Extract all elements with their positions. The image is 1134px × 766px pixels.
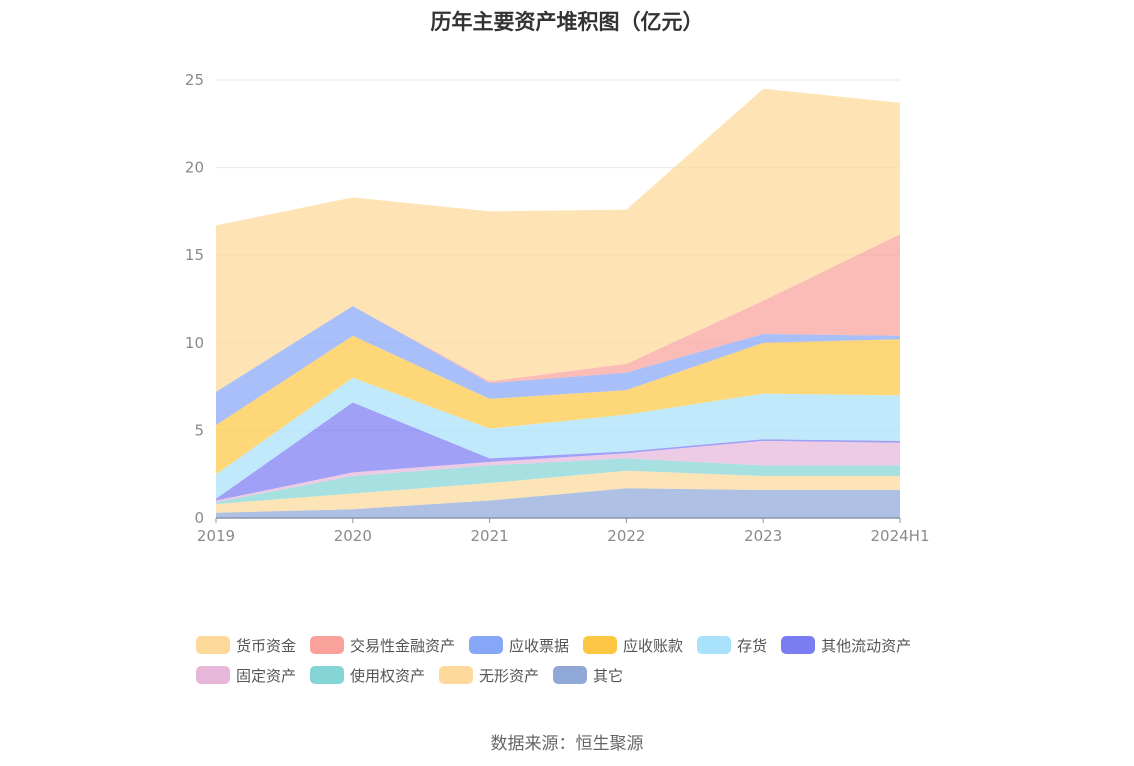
- x-tick-label: 2021: [471, 527, 509, 545]
- legend-label: 交易性金融资产: [350, 636, 456, 655]
- legend-swatch: [196, 666, 230, 684]
- legend-label: 应收账款: [623, 636, 684, 655]
- y-tick-label: 15: [185, 246, 204, 264]
- legend-item[interactable]: 使用权资产: [310, 665, 425, 686]
- legend-label: 固定资产: [236, 666, 297, 685]
- legend: 货币资金 交易性金融资产 应收票据 应收账款 存货 其他流动资产 固定资产 使用权资产 无形资…: [196, 630, 956, 690]
- legend-label: 其它: [593, 666, 624, 685]
- x-tick-label: 2019: [197, 527, 235, 545]
- area-存货: [216, 377, 900, 499]
- legend-swatch: [196, 636, 230, 654]
- legend-label: 货币资金: [236, 636, 297, 655]
- legend-item[interactable]: 固定资产: [196, 665, 296, 686]
- area-应收票据: [216, 306, 900, 426]
- legend-item[interactable]: 应收账款: [583, 635, 683, 656]
- legend-item[interactable]: 货币资金: [196, 635, 296, 656]
- legend-item[interactable]: 存货: [697, 635, 767, 656]
- area-交易性金融资产: [216, 234, 900, 392]
- legend-swatch: [697, 636, 732, 654]
- area-货币资金: [216, 88, 900, 392]
- y-tick-label: 0: [194, 509, 204, 527]
- data-source: 数据来源：恒生聚源: [490, 734, 644, 754]
- area-使用权资产: [216, 458, 900, 504]
- x-tick-label: 2020: [334, 527, 372, 545]
- area-无形资产: [216, 470, 900, 513]
- legend-swatch: [310, 636, 345, 654]
- y-tick-label: 25: [185, 71, 204, 89]
- legend-label: 使用权资产: [350, 666, 426, 685]
- legend-label: 存货: [737, 636, 768, 655]
- area-其它: [216, 488, 900, 518]
- y-tick-label: 20: [185, 159, 204, 177]
- legend-swatch: [583, 636, 618, 654]
- chart-title: 历年主要资产堆积图（亿元）: [430, 10, 704, 34]
- legend-item[interactable]: 应收票据: [469, 635, 569, 656]
- area-其他流动资产: [216, 402, 900, 501]
- x-tick-label: 2023: [744, 527, 782, 545]
- y-tick-label: 5: [194, 421, 204, 439]
- legend-swatch: [781, 636, 816, 654]
- legend-swatch: [553, 666, 588, 684]
- x-tick-label: 2024H1: [871, 527, 930, 545]
- legend-label: 其他流动资产: [821, 636, 912, 655]
- stacked-area-chart: 0 5 10 15 20 25 2019 2020 2021 2022 2023 2024H1: [185, 71, 930, 545]
- legend-item[interactable]: 无形资产: [439, 665, 539, 686]
- legend-swatch: [439, 666, 474, 684]
- y-tick-label: 10: [185, 334, 204, 352]
- area-series: [216, 88, 900, 518]
- area-固定资产: [216, 440, 900, 503]
- legend-item[interactable]: 交易性金融资产: [310, 635, 455, 656]
- legend-swatch: [310, 666, 345, 684]
- legend-row: 货币资金 交易性金融资产 应收票据 应收账款 存货 其他流动资产: [196, 630, 956, 660]
- legend-swatch: [469, 636, 504, 654]
- x-tick-label: 2022: [607, 527, 645, 545]
- legend-label: 应收票据: [509, 636, 570, 655]
- area-应收账款: [216, 335, 900, 475]
- legend-row: 固定资产 使用权资产 无形资产 其它: [196, 660, 956, 690]
- legend-item[interactable]: 其他流动资产: [781, 635, 911, 656]
- axes: 0 5 10 15 20 25 2019 2020 2021 2022 2023 2024H1: [185, 71, 930, 545]
- legend-item[interactable]: 其它: [553, 665, 623, 686]
- legend-label: 无形资产: [479, 666, 540, 685]
